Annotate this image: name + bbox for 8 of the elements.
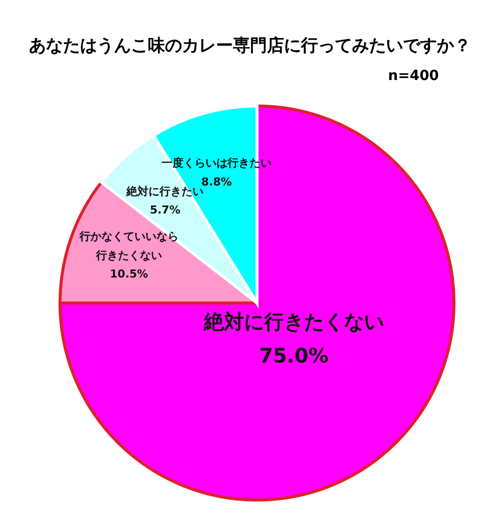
slice-label: 行かなくていいなら行きたくない — [78, 230, 178, 262]
chart-title: あなたはうんこ味のカレー専門店に行ってみたいですか？ — [28, 35, 472, 57]
data-label: 10.5% — [110, 268, 148, 281]
data-label: 8.8% — [201, 175, 232, 188]
slice-label: 絶対に行きたくない — [202, 309, 384, 334]
data-label: 5.7% — [150, 204, 180, 217]
data-label: 75.0% — [259, 343, 328, 368]
text: n=400 — [388, 68, 439, 84]
